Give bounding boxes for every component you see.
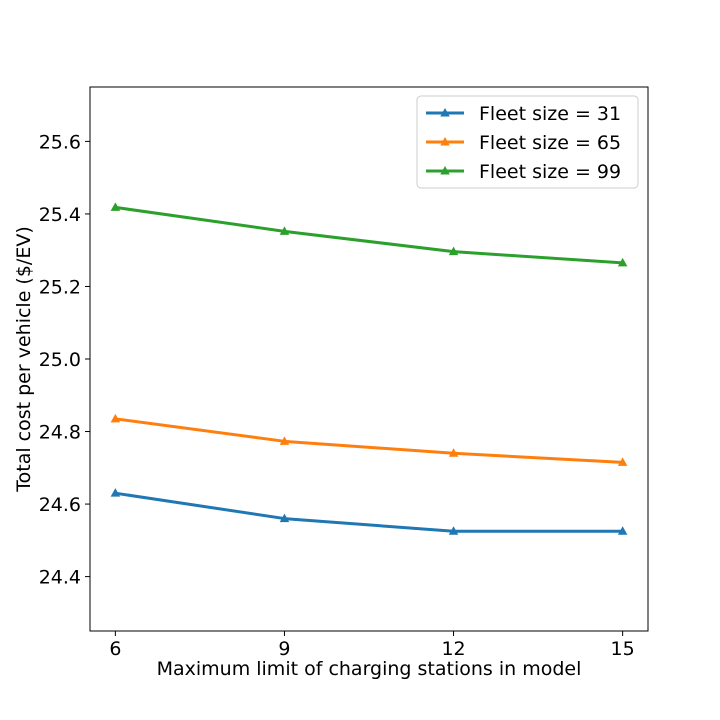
data-point (279, 226, 290, 235)
data-point (448, 526, 459, 535)
x-tick-label: 6 (109, 638, 121, 660)
y-tick-label: 24.6 (39, 494, 81, 516)
data-point (110, 488, 121, 497)
series-line-2 (115, 417, 623, 464)
y-tick-label: 25.4 (39, 204, 81, 226)
y-axis-label: Total cost per vehicle ($/EV) (13, 226, 35, 493)
x-axis-label: Maximum limit of charging stations in mo… (157, 658, 582, 680)
data-point (279, 513, 290, 523)
y-axis: 24.4 24.6 24.8 25.0 25.2 25.4 25.6 (39, 131, 90, 589)
data-point (617, 257, 628, 267)
y-tick-label: 25.0 (39, 349, 81, 371)
legend-label: Fleet size = 31 (479, 103, 621, 125)
y-tick-label: 24.4 (39, 567, 81, 589)
series-layer (110, 202, 628, 535)
legend-box (416, 95, 639, 189)
legend-label: Fleet size = 65 (479, 132, 621, 154)
legend: Fleet size = 31 Fleet size = 65 Fleet size… (416, 95, 639, 189)
x-tick-label: 9 (278, 638, 290, 660)
data-point (279, 436, 290, 445)
data-point (448, 448, 459, 457)
y-tick-label: 24.8 (39, 422, 81, 444)
data-point (110, 413, 121, 423)
data-point (448, 246, 459, 256)
data-point (110, 202, 121, 211)
x-tick-label: 12 (441, 638, 465, 660)
series-line-1 (115, 491, 623, 533)
data-point (617, 457, 628, 466)
y-tick-label: 25.6 (39, 131, 81, 153)
x-tick-label: 15 (611, 638, 635, 660)
legend-marker (440, 137, 450, 146)
x-axis: 6 9 12 15 (109, 631, 635, 660)
legend-label: Fleet size = 99 (479, 161, 621, 183)
series-line-3 (115, 205, 623, 265)
y-tick-label: 25.2 (39, 276, 81, 298)
legend-marker (440, 166, 450, 175)
data-point (617, 526, 628, 535)
legend-marker (440, 108, 450, 117)
